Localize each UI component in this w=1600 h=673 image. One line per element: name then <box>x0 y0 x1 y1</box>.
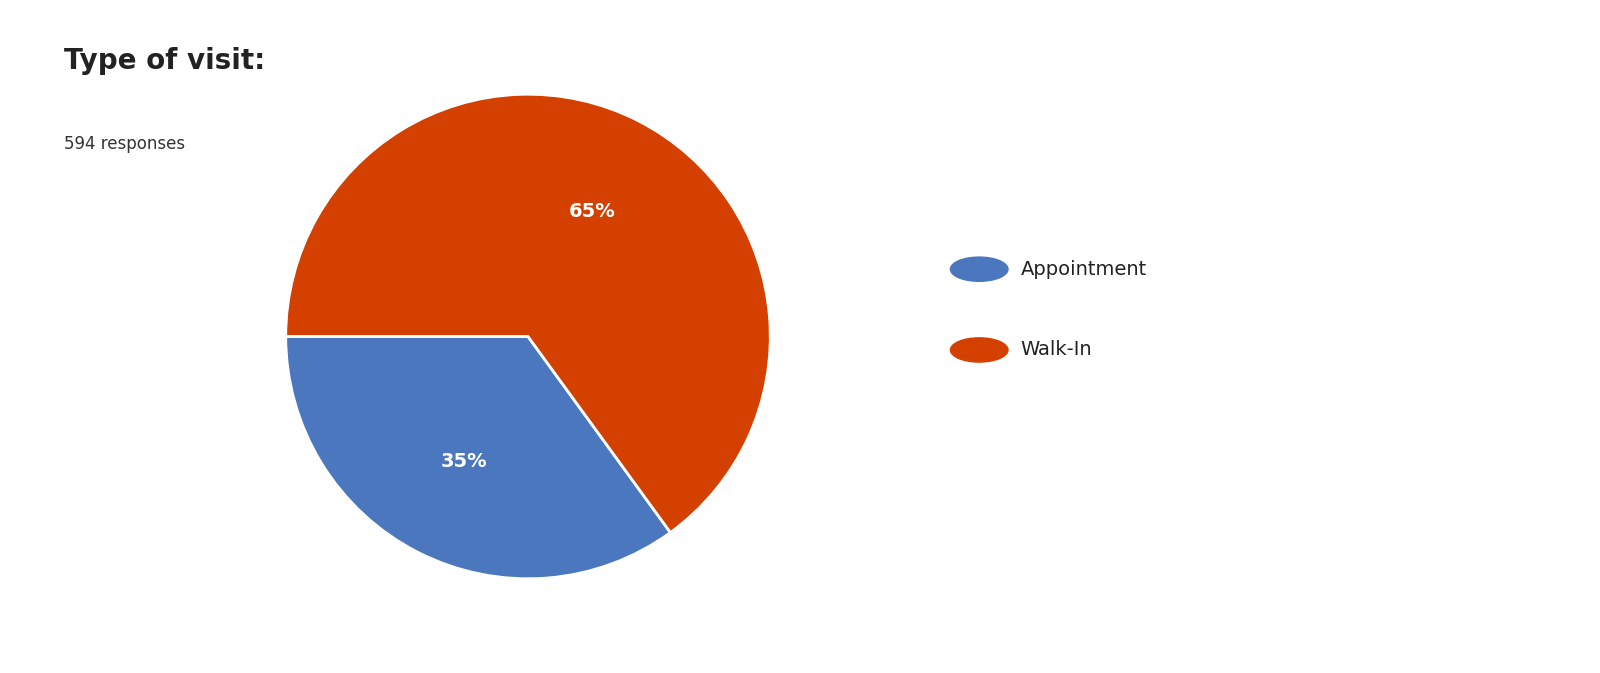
Text: Appointment: Appointment <box>1021 260 1147 279</box>
Wedge shape <box>286 94 770 532</box>
Text: Walk-In: Walk-In <box>1021 341 1093 359</box>
Text: 594 responses: 594 responses <box>64 135 186 153</box>
Text: 65%: 65% <box>568 202 614 221</box>
Wedge shape <box>286 336 670 579</box>
Text: 35%: 35% <box>442 452 488 471</box>
Text: Type of visit:: Type of visit: <box>64 47 266 75</box>
